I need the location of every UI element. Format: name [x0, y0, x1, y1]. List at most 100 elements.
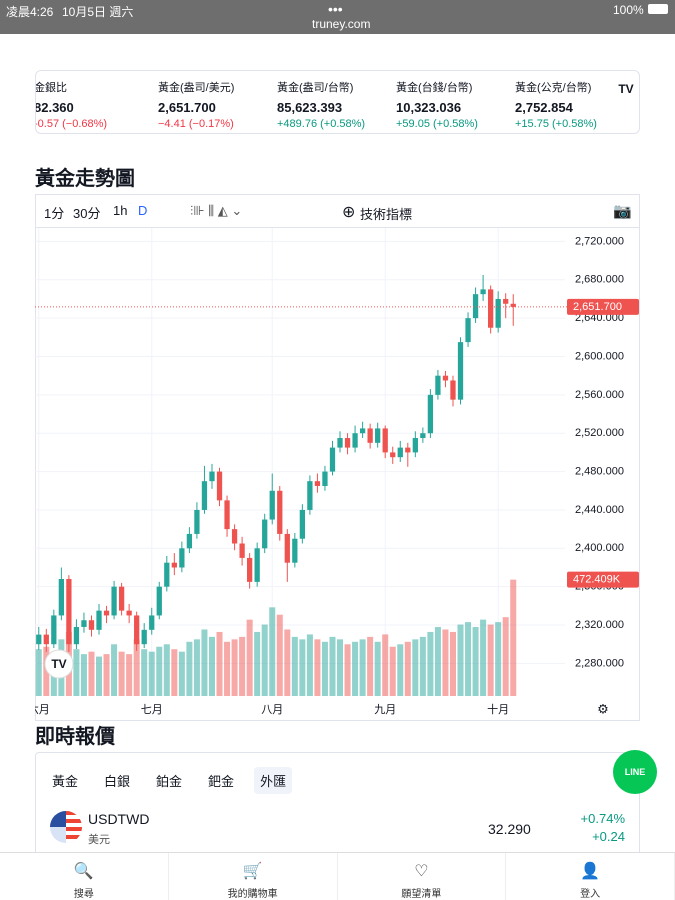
- candle-body: [435, 375, 441, 395]
- ticker-strip: 金銀比 82.360 -0.57 (−0.68%) 黃金(盎司/美元) 2,651.70…: [35, 70, 640, 134]
- candle-body: [359, 428, 366, 434]
- ticker-price: 2,651.700: [158, 100, 216, 115]
- candle-body: [503, 298, 509, 304]
- volume-bar: [163, 644, 170, 696]
- ticker-change: +489.76 (+0.58%): [277, 118, 366, 130]
- candle-body: [118, 586, 125, 611]
- volume-bar: [374, 641, 381, 696]
- ticker-change: +15.75 (+0.58%): [515, 118, 597, 130]
- volume-bar: [291, 636, 298, 696]
- volume-bar: [43, 646, 50, 696]
- quotes-title: 即時報價: [35, 726, 115, 748]
- candle-body: [73, 626, 80, 645]
- volume-bar: [208, 636, 215, 696]
- nav-icon: 👤: [580, 863, 601, 880]
- volume-bar: [495, 622, 502, 696]
- nav-item[interactable]: 登入 👤: [506, 853, 675, 900]
- url[interactable]: truney.com: [312, 17, 371, 31]
- volume-tag-label: 472.409K: [573, 574, 621, 586]
- volume-bar: [88, 651, 95, 696]
- nav-item[interactable]: 我的購物車 🛒: [169, 853, 338, 900]
- ticker-change: -0.57 (−0.68%): [35, 118, 108, 130]
- candle-body: [141, 629, 147, 645]
- candle-body: [299, 509, 305, 539]
- indicators[interactable]: 技術指標: [360, 207, 413, 222]
- svg-text:TV: TV: [51, 657, 66, 671]
- volume-bar: [412, 639, 419, 696]
- tab[interactable]: 外匯: [254, 767, 293, 794]
- volume-bar: [404, 641, 411, 696]
- candle-body: [254, 548, 260, 582]
- ticker[interactable]: 金銀比 82.360 -0.57 (−0.68%): [35, 79, 108, 130]
- candle-body: [81, 620, 87, 627]
- volume-bar: [193, 639, 200, 696]
- candle-body: [450, 380, 456, 400]
- candle-body: [375, 428, 381, 443]
- candle-body: [510, 303, 516, 307]
- candle-body: [262, 519, 268, 549]
- candle-body: [51, 615, 57, 645]
- candle-body: [96, 610, 102, 630]
- ticker[interactable]: 黃金(盎司/台幣) 85,623.393 +489.76 (+0.58%): [277, 79, 365, 130]
- volume-bar: [96, 656, 103, 696]
- interval[interactable]: 1分: [44, 206, 65, 221]
- candle-body: [442, 375, 449, 381]
- interval[interactable]: 30分: [73, 206, 101, 221]
- date: 10月5日 週六: [62, 5, 134, 19]
- candle-body: [194, 509, 200, 534]
- ticker-price: 10,323.036: [396, 100, 462, 115]
- tv-logo: TV: [44, 649, 74, 679]
- nav-item[interactable]: 願望清單 ♡: [338, 853, 507, 900]
- volume-bar: [201, 629, 208, 696]
- y-tick-label: 2,280.000: [575, 657, 624, 669]
- nav-item[interactable]: 搜尋 🔍: [0, 853, 169, 900]
- candle-body: [103, 610, 110, 616]
- tab[interactable]: 鈀金: [208, 774, 235, 789]
- candle-body: [307, 481, 313, 510]
- add-icon[interactable]: ⊕: [342, 204, 356, 221]
- volume-bar: [397, 644, 404, 696]
- battery: 100%: [613, 3, 644, 17]
- candle-body: [186, 533, 193, 549]
- chart: 2,280.0002,320.0002,360.0002,400.0002,44…: [35, 228, 639, 716]
- candle-body: [216, 471, 223, 501]
- candle-body: [344, 438, 351, 448]
- tabs: 黃金 白銀 鉑金 鈀金 外匯: [46, 767, 293, 794]
- symbol[interactable]: USDTWD: [88, 811, 150, 827]
- candle-body: [126, 610, 132, 616]
- x-tick-label: 八月: [261, 704, 283, 716]
- candle-body: [329, 447, 336, 472]
- x-tick-label: 十月: [487, 702, 509, 716]
- y-tick-label: 2,520.000: [575, 427, 624, 439]
- volume-bar: [231, 639, 238, 696]
- candle-body: [495, 298, 501, 328]
- volume-bar: [344, 644, 351, 696]
- ticker[interactable]: 黃金(台錢/台幣) 10,323.036 +59.05 (+0.58%): [396, 79, 478, 130]
- volume-bar: [276, 614, 283, 696]
- volume-bar: [314, 639, 321, 696]
- tab[interactable]: 黃金: [52, 774, 79, 789]
- tab[interactable]: 鉑金: [156, 774, 183, 789]
- volume-bar: [156, 646, 163, 696]
- volume-bar: [73, 649, 80, 696]
- y-tick-label: 2,720.000: [575, 235, 624, 247]
- candle-body: [209, 471, 215, 482]
- candle-body: [269, 490, 275, 520]
- ticker[interactable]: 黃金(盎司/美元) 2,651.700 −4.41 (−0.17%): [158, 79, 234, 130]
- volume-bar: [224, 641, 231, 696]
- candle-body: [247, 557, 253, 582]
- line-button[interactable]: LINE: [613, 750, 657, 794]
- tab[interactable]: 白銀: [104, 774, 131, 789]
- interval[interactable]: 1h: [113, 203, 128, 218]
- volume-bar: [284, 629, 291, 696]
- chart-types[interactable]: ⫶⊪ ⫼ ◭ ⌄: [190, 203, 243, 218]
- interval[interactable]: D: [138, 203, 148, 218]
- camera[interactable]: 📷: [613, 203, 632, 220]
- ticker[interactable]: 黃金(公克/台幣) 2,752.854 +15.75 (+0.58%): [515, 79, 597, 130]
- candle-body: [179, 548, 185, 568]
- candle-body: [367, 428, 373, 443]
- y-tick-label: 2,320.000: [575, 619, 624, 631]
- ticker-price: 85,623.393: [277, 100, 343, 115]
- candle-body: [465, 318, 471, 343]
